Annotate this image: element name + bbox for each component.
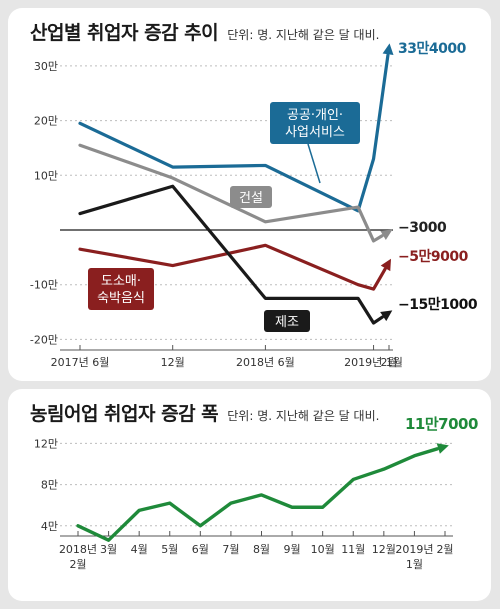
industry-chart-unit-note: 단위: 명. 지난해 같은 달 대비. — [227, 28, 380, 42]
x-tick-label-6: 8월 — [253, 543, 270, 556]
industry-chart-panel: 산업별 취업자 증감 추이 단위: 명. 지난해 같은 달 대비. 30만 20만… — [8, 8, 491, 381]
x-tick-label-1: 12월 — [161, 356, 185, 369]
end-value-retail-food: −5만9000 — [398, 249, 469, 265]
series-arrow-2 — [380, 258, 391, 272]
x-tick-label-3: 5월 — [161, 543, 178, 556]
y-tick-label-4: -20만 — [30, 333, 58, 346]
series-label-box-public-service — [270, 102, 360, 144]
series-arrow-0 — [382, 43, 394, 55]
series-line-3 — [78, 184, 384, 325]
series-label-construction: 건설 — [239, 191, 263, 206]
x-tick-label-2: 4월 — [131, 543, 148, 556]
series-label-pointer — [307, 143, 321, 184]
x-tick-label-4: 6월 — [192, 543, 209, 556]
series-label-retail-food: 도소매· 숙박음식 — [97, 274, 145, 306]
y-tick-label-1: 20만 — [34, 115, 58, 128]
x-tick-label-7: 9월 — [284, 543, 301, 556]
series-line-1 — [78, 143, 384, 243]
y-tick-label-2: 12만 — [34, 437, 58, 450]
x-tick-label-4: 2월 — [380, 356, 397, 369]
agri-chart-title: 농림어업 취업자 증감 폭 — [30, 403, 219, 425]
x-tick-label-0: 2018년 2월 — [59, 543, 97, 571]
series-label-public-service: 공공·개인· 사업서비스 — [285, 108, 345, 140]
agri-series-arrow — [436, 443, 449, 454]
series-line-2 — [78, 243, 387, 291]
series-arrow-3 — [380, 310, 393, 322]
y-tick-label-3: -10만 — [30, 279, 58, 292]
industry-chart-title: 산업별 취업자 증감 추이 — [30, 22, 219, 44]
agri-chart-unit-note: 단위: 명. 지난해 같은 달 대비. — [227, 409, 380, 423]
end-value-manufacturing: −15만1000 — [398, 297, 478, 313]
series-label-box-manufacturing — [264, 310, 310, 332]
industry-line-chart: 30만 20만 10만 -10만 -20만 2017년 6월 12월 2018년 6월 2019… — [30, 41, 478, 369]
series-label-box-construction — [230, 186, 272, 208]
x-tick-label-0: 2017년 6월 — [51, 356, 110, 369]
agri-series-line — [76, 447, 440, 542]
x-tick-label-5: 7월 — [222, 543, 239, 556]
x-tick-label-10: 12월 — [372, 543, 396, 556]
x-tick-label-3: 2019년 1월 — [344, 356, 403, 369]
series-label-box-retail-food — [88, 268, 154, 310]
industry-chart-header: 산업별 취업자 증감 추이 단위: 명. 지난해 같은 달 대비. — [30, 18, 379, 45]
x-tick-label-2: 2018년 6월 — [236, 356, 295, 369]
series-line-0 — [78, 53, 390, 213]
y-tick-label-1: 8만 — [41, 479, 58, 492]
agri-end-value: 11만7000 — [405, 415, 478, 433]
series-arrow-1 — [380, 229, 393, 240]
x-tick-label-1: 3월 — [100, 543, 117, 556]
series-label-manufacturing: 제조 — [275, 315, 299, 330]
end-value-construction: −3000 — [398, 220, 447, 236]
x-tick-label-9: 11월 — [341, 543, 365, 556]
agri-chart-panel: 농림어업 취업자 증감 폭 단위: 명. 지난해 같은 달 대비. 4만 8만 12… — [8, 389, 491, 601]
y-tick-label-2: 10만 — [34, 169, 58, 182]
x-tick-label-8: 10월 — [311, 543, 335, 556]
x-tick-label-12: 2월 — [436, 543, 453, 556]
x-tick-label-11: 2019년 1월 — [395, 543, 433, 571]
y-tick-label-0: 30만 — [34, 60, 58, 73]
end-value-public-service: 33만4000 — [398, 41, 467, 57]
y-tick-label-0: 4만 — [41, 520, 58, 533]
agri-chart-header: 농림어업 취업자 증감 폭 단위: 명. 지난해 같은 달 대비. — [30, 399, 379, 426]
